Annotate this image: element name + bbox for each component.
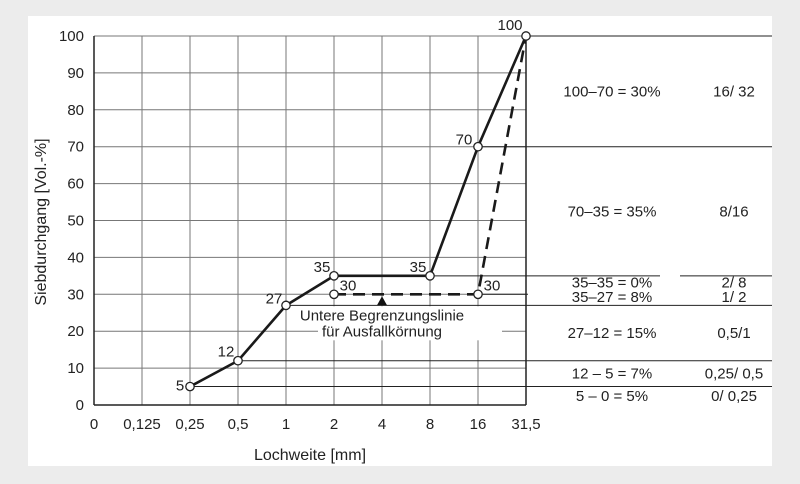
table-ratio-text: 0,25/ 0,5 [705, 366, 763, 383]
data-point-marker [233, 355, 243, 366]
annotation-arrow [377, 296, 387, 306]
series-group [185, 31, 531, 392]
y-tick-label: 10 [67, 360, 84, 377]
annotation-line-1: Untere Begrenzungslinie [300, 307, 464, 324]
x-tick-label: 16 [470, 416, 487, 433]
data-point-label: 30 [484, 277, 501, 294]
x-tick-label: 0,5 [228, 416, 249, 433]
axes: 0 0,125 0,25 0,5 1 2 4 8 16 31,501020304050607080… [59, 28, 541, 433]
y-tick-label: 40 [67, 249, 84, 266]
table-range-text: 12 – 5 = 7% [572, 366, 652, 383]
data-point-marker [473, 289, 483, 300]
x-tick-label: 1 [282, 416, 290, 433]
data-point-label: 12 [218, 344, 235, 361]
labels-group: 5 12 27 35 35 70 100 30 30 Untere Begrenzungslini… [176, 17, 523, 395]
data-point-label: 5 [176, 378, 184, 395]
x-tick-label: 0 [90, 416, 98, 433]
data-point-marker [281, 300, 291, 311]
x-tick-label: 4 [378, 416, 386, 433]
y-tick-label: 20 [67, 323, 84, 340]
annotation-background [318, 306, 502, 341]
data-point-label: 30 [340, 277, 357, 294]
y-tick-label: 30 [67, 286, 84, 303]
table-range-text: 35–35 = 0% [572, 274, 653, 291]
table-ratio-text: 8/16 [719, 203, 748, 220]
y-tick-label: 90 [67, 65, 84, 82]
table-range-text: 35–27 = 8% [572, 289, 653, 306]
data-point-label: 100 [497, 17, 522, 34]
data-point-marker [185, 381, 195, 392]
data-point-label: 27 [266, 290, 283, 307]
data-point-label: 35 [410, 259, 427, 276]
table-ratio-text: 1/ 2 [721, 289, 746, 306]
table-range-text: 5 – 0 = 5% [576, 388, 648, 405]
table-range-text: 100–70 = 30% [563, 83, 660, 100]
chart-panel [28, 16, 772, 466]
data-point-marker [521, 31, 531, 41]
y-tick-label: 70 [67, 139, 84, 156]
data-point-label: 35 [314, 259, 331, 276]
y-tick-label: 50 [67, 213, 84, 230]
table-ratio-text: 16/ 32 [713, 83, 755, 100]
data-point-label: 70 [456, 132, 473, 149]
table-range-text: 27–12 = 15% [568, 325, 657, 342]
annotation-line-2: für Ausfallkörnung [322, 323, 442, 340]
y-tick-label: 100 [59, 28, 84, 45]
x-tick-label: 31,5 [511, 416, 540, 433]
y-tick-label: 80 [67, 102, 84, 119]
data-point-marker [473, 141, 483, 152]
table-ratio-text: 0/ 0,25 [711, 388, 757, 405]
right-table: 100–70 = 30% 16/ 32 70–35 = 35% 8/16 35–35 =… [190, 35, 772, 405]
table-range-text: 70–35 = 35% [568, 203, 657, 220]
table-ratio-text: 0,5/1 [717, 325, 750, 342]
x-tick-label: 8 [426, 416, 434, 433]
data-point-marker [329, 270, 339, 281]
data-point-marker [425, 270, 435, 281]
data-point-marker [329, 289, 339, 300]
x-tick-label: 0,25 [175, 416, 204, 433]
x-axis-label: Lochweite [mm] [254, 447, 366, 464]
y-tick-label: 60 [67, 176, 84, 193]
y-axis-label: Siebdurchgang [Vol.-%] [33, 138, 50, 305]
x-tick-label: 0,125 [123, 416, 161, 433]
table-ratio-text: 2/ 8 [721, 274, 746, 291]
y-tick-label: 0 [76, 397, 84, 414]
x-tick-label: 2 [330, 416, 338, 433]
